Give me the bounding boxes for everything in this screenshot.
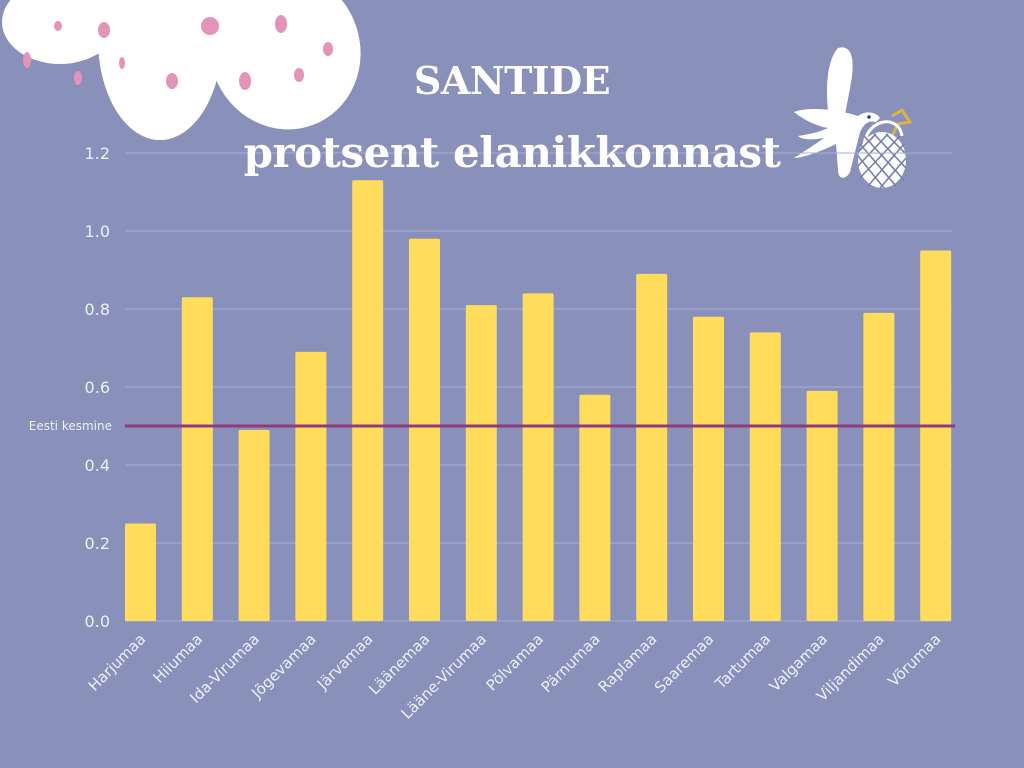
bird-with-basket-icon (794, 47, 913, 189)
bar-põlvamaa (522, 293, 554, 621)
bar-võrumaa (920, 250, 952, 621)
chart-title-line2: protsent elanikkonnast (243, 128, 781, 177)
y-tick-label: 0.2 (85, 534, 110, 553)
x-tick-label: Põlvamaa (483, 630, 547, 694)
bar-pärnumaa (579, 394, 611, 621)
cloud-decoration-icon (2, 0, 361, 140)
bar-hiiumaa (181, 297, 213, 621)
bar-saaremaa (693, 316, 724, 621)
bar-lääne-virumaa (465, 305, 497, 621)
bar-raplamaa (636, 273, 668, 621)
x-tick-label: Võrumaa (884, 630, 944, 690)
bar-läänemaa (409, 238, 440, 622)
y-tick-label: 0.0 (85, 612, 110, 631)
bars (125, 180, 952, 622)
average-line-label: Eesti kesmine (29, 419, 112, 433)
x-tick-label: Tartumaa (711, 630, 774, 693)
y-axis-ticks: 0.0 0.2 0.4 0.6 0.8 1.0 1.2 (85, 144, 110, 631)
x-tick-label: Pärnumaa (538, 630, 604, 696)
x-tick-label: Hiiumaa (149, 630, 206, 687)
bar-viljandimaa (863, 312, 895, 621)
bar-ida-virumaa (238, 429, 270, 621)
bar-jõgevamaa (295, 351, 327, 621)
bar-harjumaa (125, 523, 156, 621)
y-tick-label: 0.6 (85, 378, 110, 397)
y-tick-label: 0.8 (85, 300, 110, 319)
average-line: Eesti kesmine (29, 419, 955, 433)
bar-valgamaa (806, 390, 838, 621)
x-tick-label: Saaremaa (651, 630, 717, 696)
y-tick-label: 0.4 (85, 456, 110, 475)
y-tick-label: 1.0 (85, 222, 110, 241)
x-tick-label: Harjumaa (85, 630, 150, 695)
y-tick-label: 1.2 (85, 144, 110, 163)
x-tick-label: Raplamaa (595, 630, 661, 696)
bar-tartumaa (749, 332, 781, 621)
bar-järvamaa (352, 180, 384, 622)
chart-title-line1: SANTIDE (413, 58, 611, 103)
x-axis-ticks: Harjumaa HiiumaaIda-VirumaaJõgevamaaJärva… (85, 630, 945, 722)
